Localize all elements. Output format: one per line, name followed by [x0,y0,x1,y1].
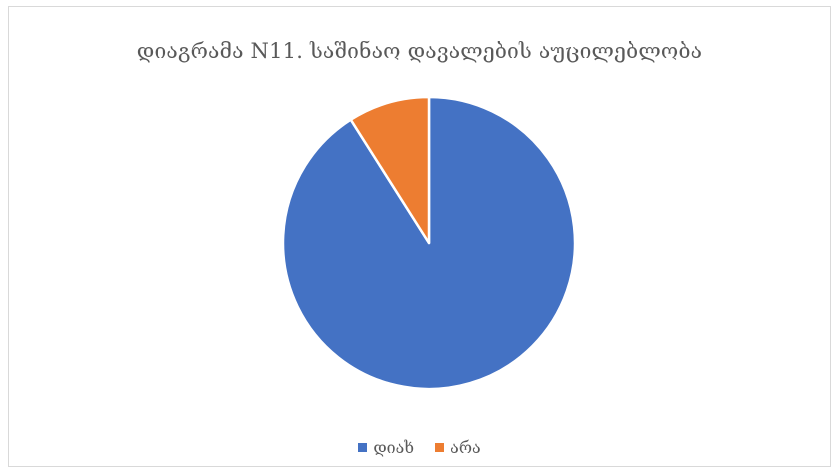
chart-title: დიაგრამა N11. საშინაო დავალების აუცილებლ… [136,39,703,63]
legend-item-no: არა [435,438,481,457]
chart-legend: დიახ არა [9,437,830,457]
pie-chart [281,95,577,391]
legend-swatch-yes [358,443,368,452]
legend-label-no: არა [450,438,481,457]
legend-item-yes: დიახ [358,438,414,457]
legend-swatch-no [435,443,445,452]
legend-label-yes: დიახ [373,438,415,457]
chart-area: დიაგრამა N11. საშინაო დავალების აუცილებლ… [8,6,831,467]
pie-slice-no [349,95,431,245]
